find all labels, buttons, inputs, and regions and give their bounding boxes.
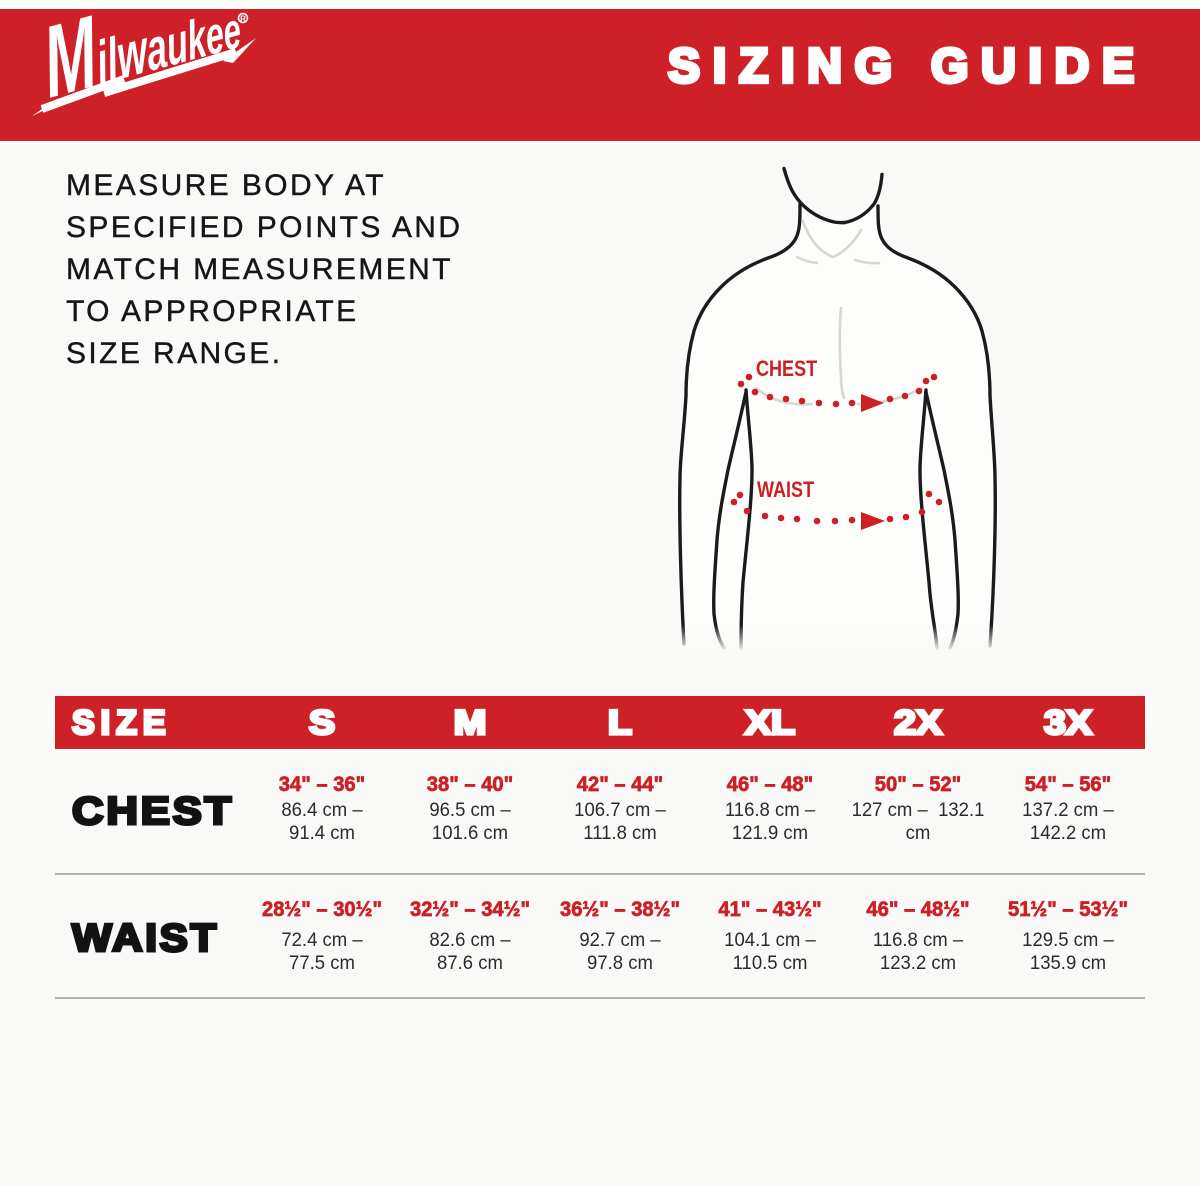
svg-text:R: R xyxy=(240,15,246,24)
svg-text:CHEST: CHEST xyxy=(756,357,818,381)
svg-text:WAIST: WAIST xyxy=(757,478,815,502)
